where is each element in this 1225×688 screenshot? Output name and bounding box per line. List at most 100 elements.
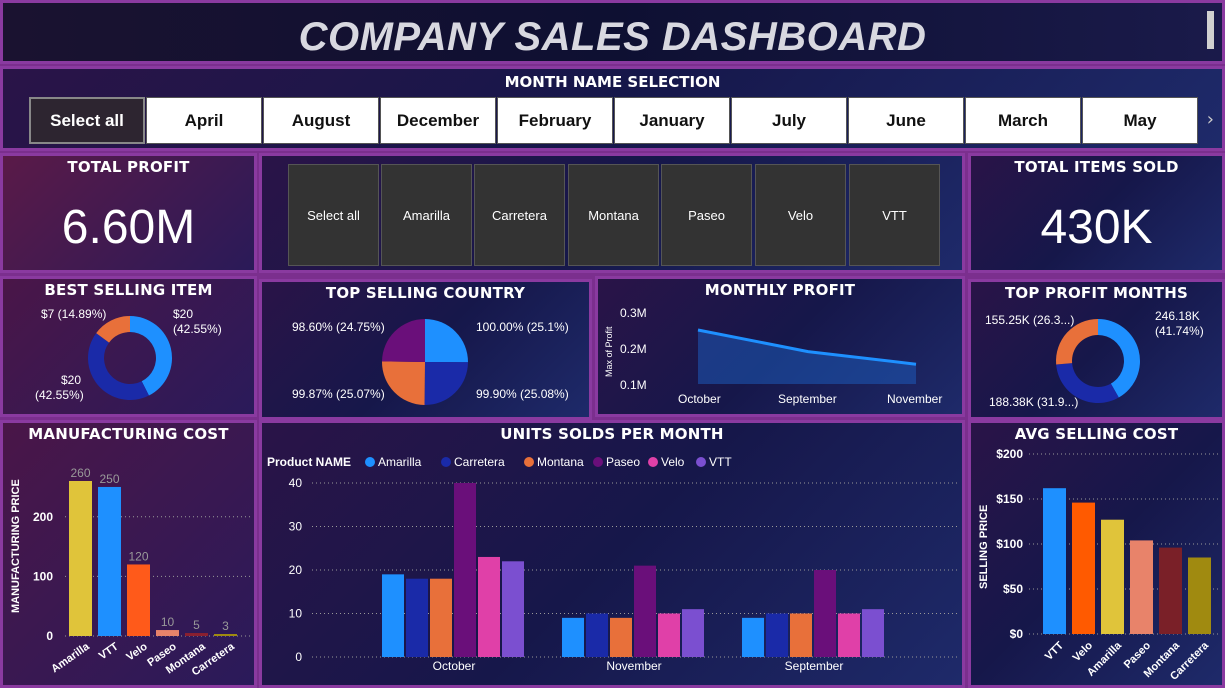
product-button-select-all[interactable]: Select all	[288, 164, 379, 266]
bar	[610, 617, 632, 657]
month-button-march[interactable]: March	[965, 97, 1081, 144]
monthly-profit-card: MONTHLY PROFIT Max of Profit 0.3M 0.2M 0…	[595, 276, 965, 417]
units-sold-chart: Product NAME 0 10 20 30 40 Amarilla Carretera M…	[267, 455, 958, 673]
avg-selling-cost-card: AVG SELLING COST SELLING PRICE $0 $50 $100…	[968, 420, 1225, 688]
pie-slice	[424, 362, 468, 405]
y-axis-label: SELLING PRICE	[978, 505, 990, 589]
bar	[127, 564, 150, 636]
pie-label: 99.90% (25.08%)	[476, 387, 569, 401]
x-tick: October	[678, 392, 721, 406]
month-button-june[interactable]: June	[848, 97, 964, 144]
y-tick: 20	[289, 563, 303, 577]
donut-label: $20	[173, 307, 193, 321]
bar	[478, 556, 500, 657]
product-button-amarilla[interactable]: Amarilla	[381, 164, 472, 266]
x-tick: November	[606, 659, 661, 673]
y-tick: 100	[33, 569, 53, 583]
legend-marker	[696, 457, 706, 467]
top-profit-months-card: TOP PROFIT MONTHS 155.25K (26.3...) 246.…	[968, 279, 1225, 420]
month-button-april[interactable]: April	[146, 97, 262, 144]
month-button-select-all[interactable]: Select all	[29, 97, 145, 144]
product-button-carretera[interactable]: Carretera	[474, 164, 565, 266]
product-button-paseo[interactable]: Paseo	[661, 164, 752, 266]
legend-label: Velo	[661, 455, 685, 469]
bar	[790, 613, 812, 657]
donut-label: 246.18K	[1155, 309, 1200, 323]
y-tick: 200	[33, 510, 53, 524]
bar	[634, 565, 656, 657]
donut-slice	[1056, 363, 1119, 403]
bar	[1130, 540, 1153, 634]
y-tick: 10	[289, 607, 303, 621]
month-button-july[interactable]: July	[731, 97, 847, 144]
series-line	[697, 328, 917, 366]
month-button-december[interactable]: December	[380, 97, 496, 144]
donut-label: (41.74%)	[1155, 324, 1204, 338]
total-items-title: TOTAL ITEMS SOLD	[1014, 158, 1179, 176]
donut-label: 188.38K (31.9...)	[989, 395, 1078, 409]
manufacturing-cost-chart: MANUFACTURING PRICE 0 100 200 260 Amarilla 25…	[10, 466, 251, 679]
units-sold-title: UNITS SOLDS PER MONTH	[500, 425, 724, 443]
donut-slice	[88, 333, 149, 400]
data-label: 10	[161, 615, 175, 629]
y-tick: $50	[1003, 582, 1023, 596]
legend-label: Paseo	[606, 455, 640, 469]
chevron-right-icon[interactable]: ›	[1206, 109, 1214, 130]
top-country-card: TOP SELLING COUNTRY 98.60% (24.75%) 100.…	[259, 279, 592, 420]
legend-marker	[593, 457, 603, 467]
total-items-value: 430K	[1040, 201, 1153, 254]
bar	[1072, 502, 1095, 634]
month-slicer: MONTH NAME SELECTION Select all April Au…	[0, 66, 1225, 151]
donut-label: $7 (14.89%)	[41, 307, 106, 321]
y-axis-label: Max of Profit	[604, 326, 614, 377]
bar	[562, 617, 584, 657]
bar	[98, 486, 121, 636]
bar	[185, 633, 208, 636]
data-label: 3	[222, 619, 229, 633]
y-tick: $100	[996, 537, 1023, 551]
top-country-title: TOP SELLING COUNTRY	[325, 284, 526, 302]
dashboard-title: COMPANY SALES DASHBOARD	[298, 15, 927, 59]
bar	[862, 609, 884, 657]
best-selling-title: BEST SELLING ITEM	[44, 281, 213, 299]
pie-label: 99.87% (25.07%)	[292, 387, 385, 401]
best-selling-donut: $7 (14.89%) $20 (42.55%) $20 (42.55%)	[35, 307, 222, 402]
pie-label: 98.60% (24.75%)	[292, 320, 385, 334]
data-label: 250	[99, 472, 119, 486]
month-button-may[interactable]: May	[1082, 97, 1198, 144]
month-button-february[interactable]: February	[497, 97, 613, 144]
x-tick: Velo	[1071, 639, 1096, 664]
manufacturing-cost-card: MANUFACTURING COST MANUFACTURING PRICE 0…	[0, 420, 257, 688]
product-button-vtt[interactable]: VTT	[849, 164, 940, 266]
bar	[1188, 557, 1211, 634]
legend-label: Montana	[537, 455, 584, 469]
monthly-profit-chart: Max of Profit 0.3M 0.2M 0.1M October Sep…	[604, 306, 942, 406]
bar	[430, 578, 452, 657]
product-button-montana[interactable]: Montana	[568, 164, 659, 266]
top-profit-months-donut: 155.25K (26.3...) 246.18K (41.74%) 188.3…	[985, 309, 1204, 409]
scrollbar[interactable]	[1207, 11, 1214, 49]
donut-slice	[96, 316, 130, 343]
donut-label: $20	[61, 373, 81, 387]
legend-marker	[441, 457, 451, 467]
dashboard-header: COMPANY SALES DASHBOARD	[0, 0, 1225, 64]
avg-selling-cost-title: AVG SELLING COST	[1014, 425, 1179, 443]
bar	[814, 570, 836, 657]
data-label: 120	[128, 549, 148, 563]
legend-marker	[365, 457, 375, 467]
product-button-velo[interactable]: Velo	[755, 164, 846, 266]
x-tick: Amarilla	[49, 640, 92, 675]
top-profit-months-title: TOP PROFIT MONTHS	[1005, 284, 1188, 302]
y-tick: $0	[1010, 627, 1024, 641]
product-slicer: Select all Amarilla Carretera Montana Pa…	[259, 153, 965, 273]
legend-marker	[648, 457, 658, 467]
month-button-january[interactable]: January	[614, 97, 730, 144]
legend-label: Amarilla	[378, 455, 422, 469]
y-tick: 0	[295, 650, 302, 664]
bar	[406, 578, 428, 657]
month-button-august[interactable]: August	[263, 97, 379, 144]
y-tick: 0.1M	[620, 378, 647, 392]
donut-slice	[1098, 319, 1140, 398]
bar	[586, 613, 608, 657]
